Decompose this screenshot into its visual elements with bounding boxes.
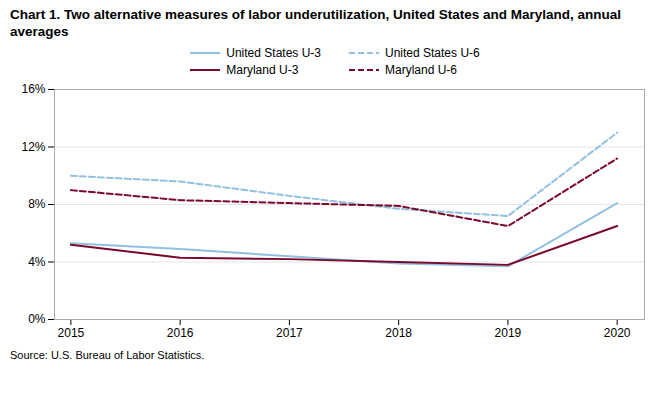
html-text:Maryland U-3: Maryland U-3 — [226, 63, 299, 77]
html-text:Chart 1. Two alternative measu: Chart 1. Two alternative measures of lab… — [10, 7, 622, 39]
html-text:Maryland U-6: Maryland U-6 — [385, 63, 457, 77]
svg-text:8%: 8% — [28, 197, 46, 211]
html-text:Source: U.S. Bureau of Labor S: Source: U.S. Bureau of Labor Statistics. — [10, 349, 205, 361]
html-text:United States U-3: United States U-3 — [226, 46, 321, 60]
svg-text:2017: 2017 — [276, 326, 303, 340]
svg-text:2015: 2015 — [58, 326, 85, 340]
svg-text:12%: 12% — [21, 140, 45, 154]
svg-text:2020: 2020 — [604, 326, 631, 340]
svg-text:2019: 2019 — [495, 326, 522, 340]
html-text:United States U-6: United States U-6 — [385, 46, 480, 60]
svg-text:16%: 16% — [21, 82, 45, 96]
svg-text:4%: 4% — [28, 255, 46, 269]
svg-text:2018: 2018 — [385, 326, 412, 340]
svg-text:2016: 2016 — [167, 326, 194, 340]
svg-text:0%: 0% — [28, 312, 46, 326]
